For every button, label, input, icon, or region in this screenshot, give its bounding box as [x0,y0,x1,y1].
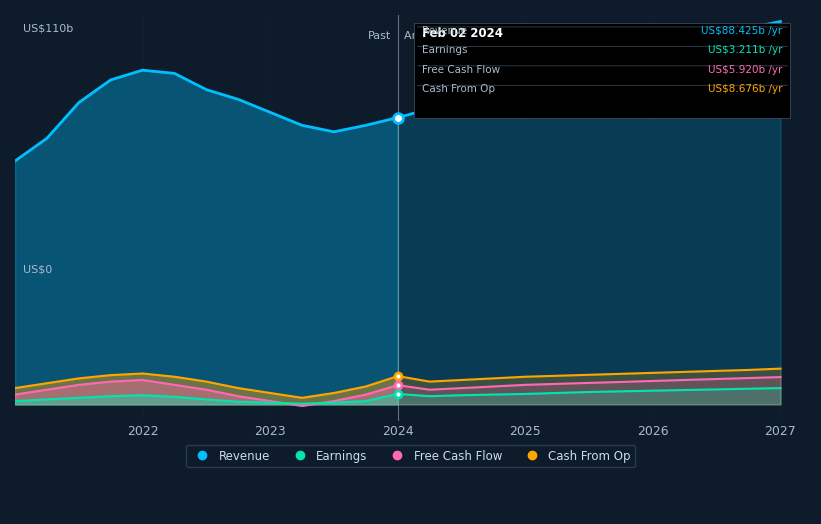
Text: US$3.211b /yr: US$3.211b /yr [708,45,782,55]
Text: Past: Past [368,31,392,41]
Text: US$5.920b /yr: US$5.920b /yr [708,65,782,75]
Text: US$8.676b /yr: US$8.676b /yr [708,84,782,94]
Text: US$88.425b /yr: US$88.425b /yr [701,26,782,36]
Text: US$110b: US$110b [23,23,73,33]
FancyBboxPatch shape [415,23,790,118]
Text: Earnings: Earnings [422,45,468,55]
Text: Revenue: Revenue [422,26,467,36]
Text: Analysts Forecasts: Analysts Forecasts [404,31,507,41]
Text: Free Cash Flow: Free Cash Flow [422,65,501,75]
Legend: Revenue, Earnings, Free Cash Flow, Cash From Op: Revenue, Earnings, Free Cash Flow, Cash … [186,445,635,467]
Text: Feb 02 2024: Feb 02 2024 [422,27,503,40]
Text: US$0: US$0 [23,265,53,275]
Text: Cash From Op: Cash From Op [422,84,495,94]
